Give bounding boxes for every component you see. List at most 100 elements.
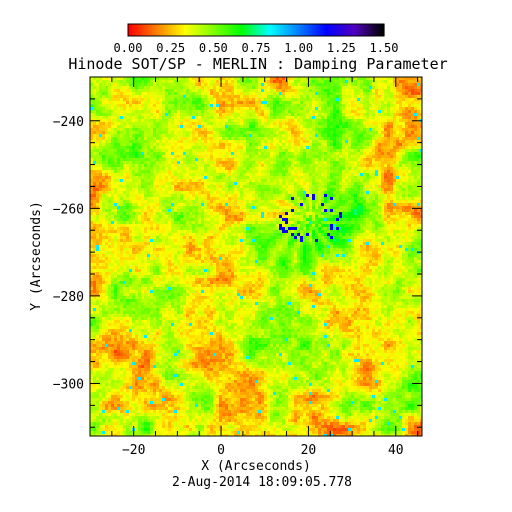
heatmap-cell: [126, 197, 129, 200]
heatmap-cell: [213, 125, 216, 128]
heatmap-cell: [408, 92, 411, 95]
heatmap-cell: [393, 104, 396, 107]
heatmap-cell: [273, 161, 276, 164]
heatmap-cell: [180, 179, 183, 182]
heatmap-cell: [264, 146, 267, 149]
heatmap-cell: [351, 203, 354, 206]
heatmap-cell: [315, 98, 318, 101]
heatmap-cell: [252, 182, 255, 185]
heatmap-cell: [255, 80, 258, 83]
heatmap-cell: [198, 122, 201, 125]
heatmap-cell: [117, 200, 120, 203]
heatmap-cell: [342, 107, 345, 110]
heatmap-cell: [306, 140, 309, 143]
heatmap-cell: [333, 134, 336, 137]
heatmap-cell: [111, 182, 114, 185]
heatmap-cell: [141, 95, 144, 98]
heatmap-cell: [300, 101, 303, 104]
heatmap-cell: [414, 191, 417, 194]
heatmap-cell: [339, 146, 342, 149]
heatmap-cell: [96, 131, 99, 134]
heatmap-cell: [138, 155, 141, 158]
heatmap-cell: [174, 206, 177, 209]
heatmap-cell: [246, 101, 249, 104]
heatmap-cell: [360, 83, 363, 86]
heatmap-cell: [348, 89, 351, 92]
heatmap-cell: [210, 101, 213, 104]
heatmap-cell: [210, 143, 213, 146]
heatmap-cell: [336, 197, 339, 200]
heatmap-cell: [324, 125, 327, 128]
heatmap-cell: [333, 107, 336, 110]
heatmap-cell: [324, 86, 327, 89]
heatmap-cell: [243, 98, 246, 101]
heatmap-cell: [333, 185, 336, 188]
heatmap-cell: [327, 185, 330, 188]
heatmap-cell: [294, 167, 297, 170]
heatmap-cell: [228, 80, 231, 83]
heatmap-cell: [123, 119, 126, 122]
heatmap-cell: [276, 146, 279, 149]
heatmap-cell: [249, 101, 252, 104]
heatmap-cell: [141, 149, 144, 152]
heatmap-cell: [108, 83, 111, 86]
heatmap-cell: [198, 188, 201, 191]
heatmap-cell: [303, 182, 306, 185]
heatmap-cell: [321, 143, 324, 146]
heatmap-cell: [180, 95, 183, 98]
heatmap-cell: [180, 206, 183, 209]
heatmap-cell: [234, 164, 237, 167]
heatmap-cell: [303, 143, 306, 146]
heatmap-cell: [249, 197, 252, 200]
heatmap-cell: [204, 110, 207, 113]
heatmap-cell: [249, 206, 252, 209]
heatmap-cell: [294, 134, 297, 137]
heatmap-cell: [309, 146, 312, 149]
heatmap-cell: [168, 206, 171, 209]
heatmap-cell: [411, 173, 414, 176]
heatmap-cell: [168, 83, 171, 86]
heatmap-cell: [159, 152, 162, 155]
heatmap-cell: [273, 200, 276, 203]
heatmap-cell: [165, 191, 168, 194]
heatmap-cell: [225, 179, 228, 182]
heatmap-cell: [330, 191, 333, 194]
heatmap-cell: [324, 152, 327, 155]
colorbar-segment: [142, 24, 145, 36]
heatmap-cell: [120, 80, 123, 83]
heatmap-cell: [168, 149, 171, 152]
heatmap-cell: [165, 131, 168, 134]
heatmap-cell: [207, 122, 210, 125]
heatmap-cell: [291, 89, 294, 92]
heatmap-cell: [186, 83, 189, 86]
heatmap-cell: [360, 104, 363, 107]
heatmap-cell: [195, 128, 198, 131]
heatmap-cell: [168, 77, 171, 80]
heatmap-cell: [159, 185, 162, 188]
heatmap-cell: [315, 194, 318, 197]
heatmap-cell: [411, 143, 414, 146]
heatmap-cell: [414, 125, 417, 128]
heatmap-cell: [354, 188, 357, 191]
heatmap-cell: [234, 128, 237, 131]
heatmap-cell: [342, 104, 345, 107]
heatmap-cell: [420, 197, 422, 200]
heatmap-cell: [156, 101, 159, 104]
heatmap-cell: [264, 95, 267, 98]
heatmap-cell: [159, 110, 162, 113]
heatmap-cell: [333, 173, 336, 176]
heatmap-cell: [291, 164, 294, 167]
heatmap-cell: [411, 194, 414, 197]
heatmap-cell: [306, 170, 309, 173]
heatmap-cell: [324, 203, 327, 206]
heatmap-cell: [186, 98, 189, 101]
heatmap-cell: [354, 95, 357, 98]
heatmap-cell: [267, 92, 270, 95]
heatmap-cell: [156, 104, 159, 107]
heatmap-cell: [165, 125, 168, 128]
heatmap-cell: [345, 143, 348, 146]
heatmap-cell: [240, 185, 243, 188]
heatmap-cell: [162, 182, 165, 185]
heatmap-cell: [105, 113, 108, 116]
heatmap-cell: [225, 203, 228, 206]
